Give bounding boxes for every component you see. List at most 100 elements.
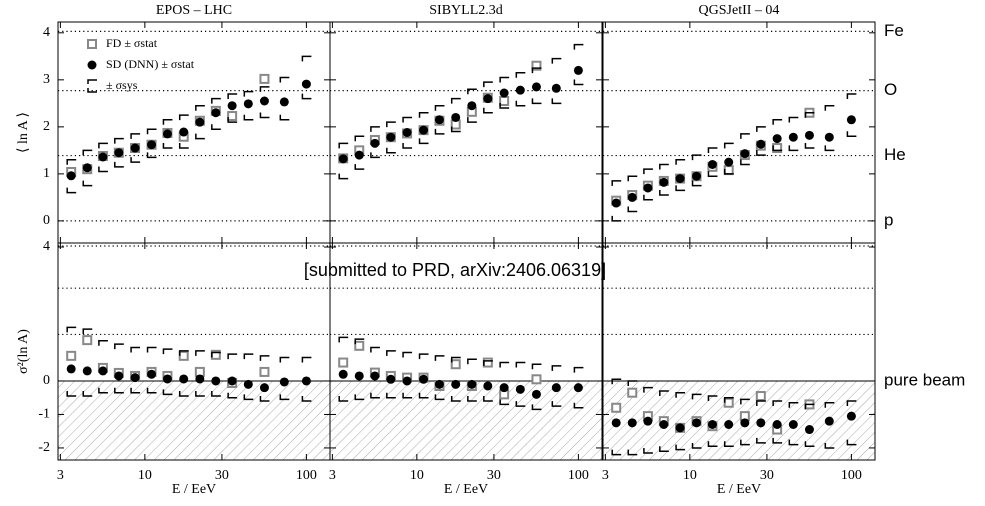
y-tick-label: 1 [43, 166, 50, 181]
sys-bracket [243, 394, 254, 401]
sd-point [499, 383, 509, 393]
sys-bracket [338, 142, 349, 149]
hatched-region [58, 380, 330, 460]
sys-bracket [499, 76, 510, 83]
sys-bracket [846, 93, 857, 99]
sd-point [804, 130, 814, 140]
sd-point [551, 383, 561, 393]
y-tick-label: -2 [38, 440, 50, 455]
sys-bracket [130, 387, 141, 394]
sys-bracket [756, 400, 766, 407]
x-tick-label: 30 [760, 468, 774, 483]
sys-bracket [402, 351, 413, 358]
sys-bracket [354, 135, 365, 142]
y-axis-label: σ²(ln A) [16, 329, 31, 374]
sys-bracket [370, 392, 380, 399]
sys-bracket [195, 350, 205, 356]
sys-bracket [146, 387, 157, 394]
sys-bracket [723, 142, 734, 149]
sys-bracket [788, 116, 799, 123]
sd-point [370, 138, 380, 148]
sys-bracket [386, 121, 396, 128]
sys-bracket [467, 88, 477, 95]
sd-point [386, 132, 396, 142]
sd-point [419, 374, 429, 384]
x-tick-label: 3 [602, 468, 609, 483]
sd-point [499, 88, 509, 98]
sys-bracket [740, 159, 750, 166]
sys-bracket [98, 340, 108, 346]
sd-point [483, 381, 493, 391]
sys-bracket [691, 442, 702, 449]
sd-point [419, 125, 429, 135]
fd-point [354, 340, 365, 351]
sd-point [824, 416, 834, 426]
sd-point [659, 177, 669, 187]
sys-bracket [354, 164, 365, 170]
sys-bracket [573, 43, 584, 50]
sys-bracket [82, 149, 93, 156]
sys-bracket [195, 104, 205, 111]
sd-point [98, 152, 108, 162]
sys-bracket [611, 180, 622, 186]
sys-bracket [804, 112, 815, 118]
sys-bracket [846, 400, 857, 407]
x-tick-label: 100 [841, 468, 862, 483]
sys-bracket [707, 147, 718, 154]
sd-point [483, 94, 493, 104]
sys-bracket [691, 154, 702, 161]
sys-bracket [434, 128, 445, 135]
sd-point [611, 198, 621, 208]
sys-bracket [573, 79, 584, 86]
sys-bracket [707, 171, 718, 177]
sys-bracket [130, 346, 141, 353]
sys-bracket [279, 356, 290, 363]
sd-point [279, 377, 289, 387]
sys-bracket [82, 180, 93, 187]
y-tick-label: 3 [43, 72, 50, 87]
sd-point [66, 171, 76, 181]
sd-point [338, 369, 348, 379]
sys-bracket [82, 391, 93, 397]
legend-label: FD ± σstat [106, 36, 158, 50]
fd-point [338, 357, 349, 368]
sd-point [772, 420, 782, 430]
sys-bracket [211, 391, 221, 397]
sd-point [573, 65, 583, 75]
hatched-region [330, 380, 602, 460]
fd-point [723, 165, 734, 176]
sd-point [675, 423, 685, 433]
sys-bracket [723, 168, 734, 175]
sys-bracket [418, 353, 429, 360]
sd-point [211, 108, 221, 118]
sd-point [227, 376, 237, 386]
panel-title: QGSJetII – 04 [699, 3, 780, 18]
sd-point [692, 418, 702, 428]
x-axis-label: E / EeV [444, 482, 488, 497]
fd-point [178, 350, 189, 361]
sys-bracket [114, 343, 124, 350]
sys-bracket [146, 152, 157, 159]
sys-bracket [551, 57, 562, 64]
x-tick-label: 10 [410, 468, 424, 483]
sys-bracket [804, 441, 815, 448]
sys-bracket [243, 90, 254, 97]
sys-bracket [772, 400, 783, 407]
sys-bracket [627, 380, 638, 386]
sd-point [434, 379, 444, 389]
sys-bracket [515, 100, 526, 107]
sys-bracket [659, 446, 669, 453]
sys-bracket [146, 346, 157, 353]
sd-point [402, 376, 412, 386]
sd-point [573, 383, 583, 393]
x-tick-label: 10 [138, 468, 152, 483]
sys-bracket [301, 396, 312, 402]
sd-point [740, 149, 750, 159]
sys-bracket [788, 439, 799, 446]
sys-bracket [611, 449, 622, 456]
sys-bracket [450, 97, 461, 104]
sys-bracket [659, 390, 669, 397]
sys-bracket [434, 104, 445, 111]
sd-point [788, 132, 798, 142]
sys-bracket [338, 396, 349, 402]
